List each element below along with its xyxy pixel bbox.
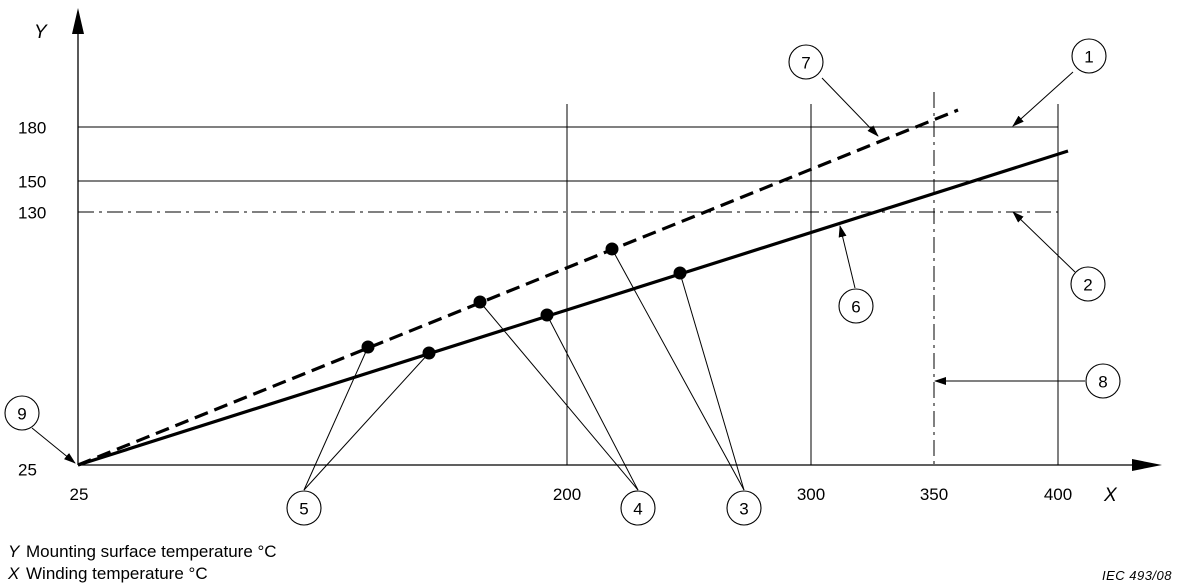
callout-3-label: 3 xyxy=(739,500,748,519)
callout-1-circle xyxy=(1071,38,1107,74)
callout-3-circle xyxy=(726,490,762,526)
dashed-characteristic-line xyxy=(77,108,959,467)
x-tick-350: 350 xyxy=(920,485,948,504)
legend-x-text: Winding temperature °C xyxy=(26,564,208,583)
callout-6-circle xyxy=(838,288,874,324)
callout-6-label: 6 xyxy=(851,298,860,317)
callout-8-circle xyxy=(1085,363,1121,399)
solid-characteristic-line xyxy=(77,149,1069,467)
x-tick-400: 400 xyxy=(1044,485,1072,504)
callout-4-circle xyxy=(620,490,656,526)
temperature-diagram: 1 2 3 4 5 6 7 8 9 Y X 180 150 130 25 25 … xyxy=(4,8,1162,526)
leader-7 xyxy=(821,77,879,137)
callout-5-circle xyxy=(286,490,322,526)
leader-6 xyxy=(838,225,856,289)
legend-x-symbol: X xyxy=(8,564,20,583)
callout-7-circle xyxy=(788,44,824,80)
x-tick-200: 200 xyxy=(553,485,581,504)
leader-5a xyxy=(303,346,369,491)
callout-7-label: 7 xyxy=(801,54,810,73)
legend-y-symbol: Y xyxy=(8,542,20,561)
callout-8-label: 8 xyxy=(1098,373,1107,392)
y-tick-180: 180 xyxy=(18,119,46,138)
legend-x: X Winding temperature °C xyxy=(8,564,208,584)
legend-y: Y Mounting surface temperature °C xyxy=(8,542,277,562)
figure-reference: IEC 493/08 xyxy=(1101,568,1172,583)
leader-3b xyxy=(679,272,745,491)
leader-4b xyxy=(546,314,639,491)
leader-4a xyxy=(479,301,639,491)
callout-2-label: 2 xyxy=(1083,276,1092,295)
legend-y-text: Mounting surface temperature °C xyxy=(26,542,277,561)
callout-5-label: 5 xyxy=(299,500,308,519)
y-tick-150: 150 xyxy=(18,173,46,192)
leader-3a xyxy=(611,248,745,491)
y-tick-130: 130 xyxy=(18,204,46,223)
callout-9-circle xyxy=(4,395,40,431)
callout-2-circle xyxy=(1070,266,1106,302)
x-tick-25: 25 xyxy=(70,485,89,504)
leader-5b xyxy=(303,352,430,491)
x-tick-300: 300 xyxy=(797,485,825,504)
leader-1 xyxy=(1012,71,1074,127)
x-axis-arrowhead xyxy=(1132,459,1162,471)
callout-1-label: 1 xyxy=(1084,48,1093,67)
callout-9-label: 9 xyxy=(17,405,26,424)
callout-4-label: 4 xyxy=(633,500,642,519)
y-axis-arrowhead xyxy=(72,8,84,34)
x-axis-symbol: X xyxy=(1103,485,1118,506)
leader-2 xyxy=(1012,211,1076,273)
leader-9 xyxy=(31,427,76,464)
y-tick-25: 25 xyxy=(18,461,37,480)
y-axis-symbol: Y xyxy=(34,22,48,43)
